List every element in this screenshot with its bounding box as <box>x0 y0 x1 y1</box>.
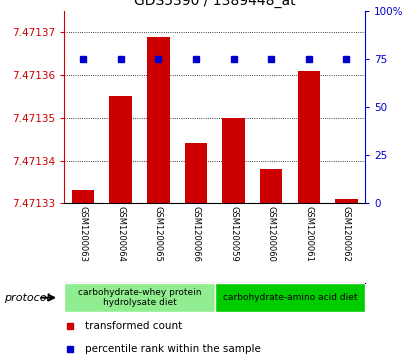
Bar <box>147 37 170 203</box>
Text: GSM1200064: GSM1200064 <box>116 206 125 262</box>
Text: GSM1200063: GSM1200063 <box>78 206 88 262</box>
Text: GSM1200062: GSM1200062 <box>342 206 351 262</box>
Text: GSM1200065: GSM1200065 <box>154 206 163 262</box>
Bar <box>298 71 320 203</box>
Bar <box>222 118 245 203</box>
Bar <box>72 191 95 203</box>
Bar <box>185 143 207 203</box>
Text: carbohydrate-amino acid diet: carbohydrate-amino acid diet <box>223 293 357 302</box>
Text: GSM1200059: GSM1200059 <box>229 206 238 261</box>
Bar <box>260 169 283 203</box>
Bar <box>215 283 365 312</box>
Text: protocol: protocol <box>4 293 50 303</box>
Bar <box>110 97 132 203</box>
Text: percentile rank within the sample: percentile rank within the sample <box>85 344 261 354</box>
Bar <box>335 199 358 203</box>
Text: carbohydrate-whey protein
hydrolysate diet: carbohydrate-whey protein hydrolysate di… <box>78 288 201 307</box>
Bar <box>64 283 215 312</box>
Text: GSM1200060: GSM1200060 <box>267 206 276 262</box>
Text: transformed count: transformed count <box>85 321 183 331</box>
Title: GDS5390 / 1389448_at: GDS5390 / 1389448_at <box>134 0 295 8</box>
Text: GSM1200066: GSM1200066 <box>191 206 200 262</box>
Text: GSM1200061: GSM1200061 <box>304 206 313 262</box>
